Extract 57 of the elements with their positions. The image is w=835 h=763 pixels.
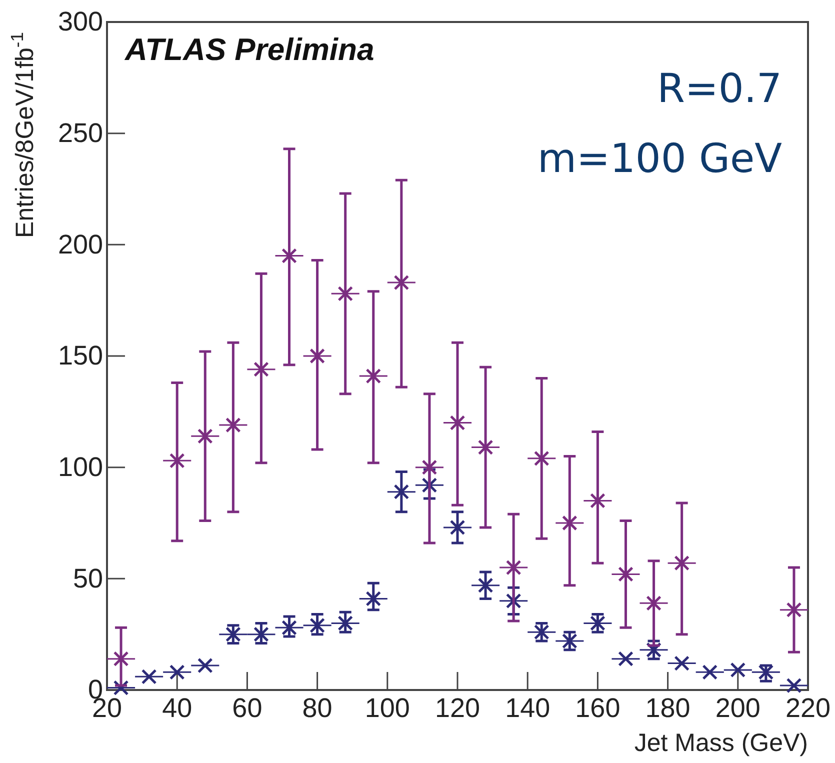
- point: [225, 417, 241, 433]
- point: [590, 493, 606, 508]
- point: [506, 560, 522, 576]
- point: [478, 440, 494, 455]
- annotation: R=0.7: [657, 66, 782, 112]
- point: [197, 428, 213, 444]
- x-tick-label: 220: [785, 693, 831, 724]
- y-tick-label: 150: [58, 340, 103, 371]
- point: [618, 651, 634, 667]
- annotation: ATLAS Prelimina: [124, 32, 374, 67]
- point: [674, 555, 690, 571]
- point: [422, 460, 438, 476]
- point: [338, 616, 354, 631]
- x-axis-title: Jet Mass (GeV): [634, 729, 808, 757]
- x-tick-label: 80: [302, 693, 332, 724]
- point: [197, 658, 213, 674]
- point: [310, 618, 325, 634]
- x-tick-label: 60: [232, 693, 262, 724]
- point: [169, 664, 185, 680]
- point: [450, 415, 466, 430]
- point: [674, 656, 690, 671]
- point: [310, 348, 325, 364]
- point: [618, 566, 634, 582]
- y-tick-label: 200: [58, 229, 103, 260]
- annotation: m=100 GeV: [537, 136, 783, 182]
- point: [534, 450, 550, 466]
- point: [254, 626, 269, 642]
- x-tick-label: 160: [575, 693, 620, 724]
- x-tick-label: 180: [645, 693, 690, 724]
- x-tick-label: 200: [715, 693, 760, 724]
- y-tick-label: 100: [58, 452, 103, 482]
- point: [450, 520, 466, 536]
- point: [394, 484, 410, 500]
- point: [113, 651, 129, 667]
- point: [702, 664, 718, 680]
- point: [282, 620, 297, 636]
- x-tick-label: 100: [364, 693, 410, 724]
- y-tick-label: 50: [72, 563, 103, 594]
- x-tick-label: 40: [162, 693, 192, 724]
- point: [730, 662, 746, 678]
- point: [478, 578, 494, 594]
- x-tick-label: 120: [434, 693, 480, 724]
- x-tick-label: 140: [505, 693, 550, 724]
- point: [786, 678, 802, 694]
- point: [366, 368, 382, 384]
- y-tick-label: 300: [58, 6, 103, 37]
- point: [646, 595, 662, 611]
- point: [141, 668, 157, 684]
- point: [254, 362, 269, 378]
- point: [786, 602, 802, 618]
- y-tick-label: 250: [58, 118, 103, 148]
- point: [562, 515, 578, 531]
- point: [338, 286, 354, 302]
- point: [282, 248, 297, 264]
- point: [394, 274, 410, 290]
- point: [169, 452, 185, 468]
- point: [366, 591, 382, 606]
